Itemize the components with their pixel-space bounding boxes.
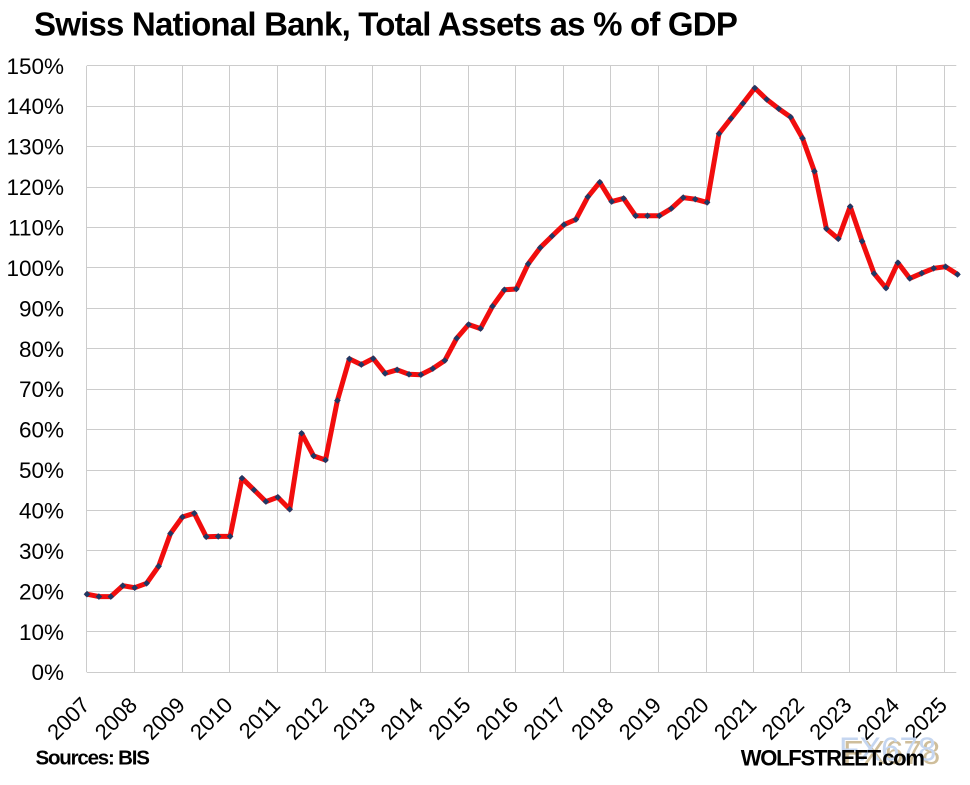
svg-text:40%: 40%: [19, 499, 64, 524]
svg-text:140%: 140%: [6, 94, 64, 119]
svg-text:150%: 150%: [6, 54, 64, 79]
svg-text:FX678: FX678: [843, 734, 940, 771]
svg-text:70%: 70%: [19, 377, 64, 402]
svg-text:120%: 120%: [6, 175, 64, 200]
svg-text:110%: 110%: [8, 216, 64, 241]
svg-text:20%: 20%: [19, 579, 64, 604]
svg-text:100%: 100%: [6, 256, 64, 281]
svg-text:Sources: BIS: Sources: BIS: [36, 747, 150, 770]
svg-text:30%: 30%: [19, 539, 64, 564]
svg-text:60%: 60%: [19, 418, 64, 443]
svg-text:50%: 50%: [19, 458, 64, 483]
svg-text:0%: 0%: [31, 660, 64, 685]
svg-text:90%: 90%: [19, 296, 64, 321]
svg-text:FX678: FX678: [839, 731, 936, 768]
svg-text:10%: 10%: [19, 620, 64, 645]
svg-text:130%: 130%: [6, 135, 64, 160]
svg-text:80%: 80%: [19, 337, 64, 362]
svg-text:Swiss National Bank, Total Ass: Swiss National Bank, Total Assets as % o…: [34, 6, 737, 43]
svg-text:WOLFSTREET.com: WOLFSTREET.com: [741, 746, 925, 771]
